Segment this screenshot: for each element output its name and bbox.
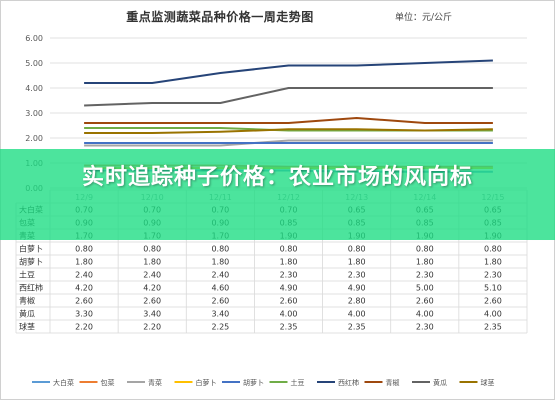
- data-label: 4.00: [280, 310, 298, 319]
- series-line: [84, 117, 493, 124]
- legend-label: 白萝卜: [196, 378, 217, 387]
- legend-label: 青椒: [386, 378, 400, 387]
- data-label: 0.80: [75, 245, 93, 254]
- data-label: 3.40: [211, 310, 229, 319]
- data-label: 4.60: [211, 284, 229, 293]
- data-label: 2.30: [280, 271, 298, 280]
- legend-label: 包菜: [101, 378, 115, 387]
- y-tick-label: 2.00: [25, 134, 43, 143]
- data-label: 1.80: [484, 258, 502, 267]
- unit-label: 单位：元/公斤: [395, 13, 453, 23]
- data-label: 2.60: [211, 297, 229, 306]
- y-tick-label: 4.00: [25, 84, 43, 93]
- data-label: 2.35: [348, 323, 366, 332]
- data-label: 2.35: [280, 323, 298, 332]
- data-label: 2.30: [484, 271, 502, 280]
- data-label: 1.80: [280, 258, 298, 267]
- data-label: 1.80: [75, 258, 93, 267]
- data-label: 2.20: [143, 323, 161, 332]
- data-label: 0.80: [143, 245, 161, 254]
- data-label: 2.30: [416, 323, 434, 332]
- chart-title: 重点监测蔬菜品种价格一周走势图: [126, 10, 314, 24]
- data-label: 4.00: [348, 310, 366, 319]
- data-label: 2.30: [348, 271, 366, 280]
- series-line: [84, 128, 493, 134]
- y-tick-label: 3.00: [25, 109, 43, 118]
- table-row-label: 球茎: [19, 322, 35, 332]
- data-label: 4.90: [280, 284, 298, 293]
- data-label: 0.80: [348, 245, 366, 254]
- data-label: 4.00: [484, 310, 502, 319]
- legend-label: 球茎: [481, 378, 495, 387]
- series-line: [84, 139, 493, 147]
- data-label: 0.80: [211, 245, 229, 254]
- table-row-label: 黄瓜: [19, 309, 35, 319]
- data-label: 0.80: [484, 245, 502, 254]
- data-label: 1.80: [211, 258, 229, 267]
- banner-headline: 实时追踪种子价格：农业市场的风向标: [81, 165, 473, 190]
- data-label: 1.80: [143, 258, 161, 267]
- legend-label: 黄瓜: [433, 378, 447, 387]
- data-label: 2.60: [143, 297, 161, 306]
- overlay-banner: [0, 149, 555, 240]
- series-line: [84, 59, 493, 84]
- legend-label: 胡萝卜: [243, 378, 264, 387]
- legend-label: 土豆: [291, 378, 305, 387]
- data-label: 5.00: [416, 284, 434, 293]
- data-label: 2.60: [484, 297, 502, 306]
- data-label: 5.10: [484, 284, 502, 293]
- data-label: 1.80: [416, 258, 434, 267]
- table-row-label: 白萝卜: [19, 244, 43, 254]
- data-label: 2.60: [280, 297, 298, 306]
- series-line: [84, 87, 493, 107]
- table-row-label: 青椒: [19, 296, 35, 306]
- data-label: 2.35: [484, 323, 502, 332]
- data-label: 4.20: [143, 284, 161, 293]
- data-label: 2.25: [211, 323, 229, 332]
- data-label: 2.60: [416, 297, 434, 306]
- table-row-label: 西红柿: [19, 283, 43, 293]
- data-label: 2.80: [348, 297, 366, 306]
- data-label: 2.40: [143, 271, 161, 280]
- legend-label: 西红柿: [338, 378, 359, 387]
- data-label: 2.20: [75, 323, 93, 332]
- y-tick-label: 5.00: [25, 59, 43, 68]
- data-label: 4.20: [75, 284, 93, 293]
- data-label: 4.00: [416, 310, 434, 319]
- legend-label: 大白菜: [53, 378, 74, 387]
- data-label: 0.80: [416, 245, 434, 254]
- legend-label: 青菜: [148, 378, 162, 387]
- data-label: 3.40: [143, 310, 161, 319]
- data-label: 1.80: [348, 258, 366, 267]
- table-row-label: 胡萝卜: [19, 257, 43, 267]
- data-label: 0.80: [280, 245, 298, 254]
- y-tick-label: 6.00: [25, 34, 43, 43]
- data-label: 3.30: [75, 310, 93, 319]
- table-row-label: 土豆: [19, 270, 35, 280]
- data-label: 4.90: [348, 284, 366, 293]
- data-label: 2.30: [416, 271, 434, 280]
- data-label: 2.60: [75, 297, 93, 306]
- data-label: 2.40: [211, 271, 229, 280]
- data-label: 2.40: [75, 271, 93, 280]
